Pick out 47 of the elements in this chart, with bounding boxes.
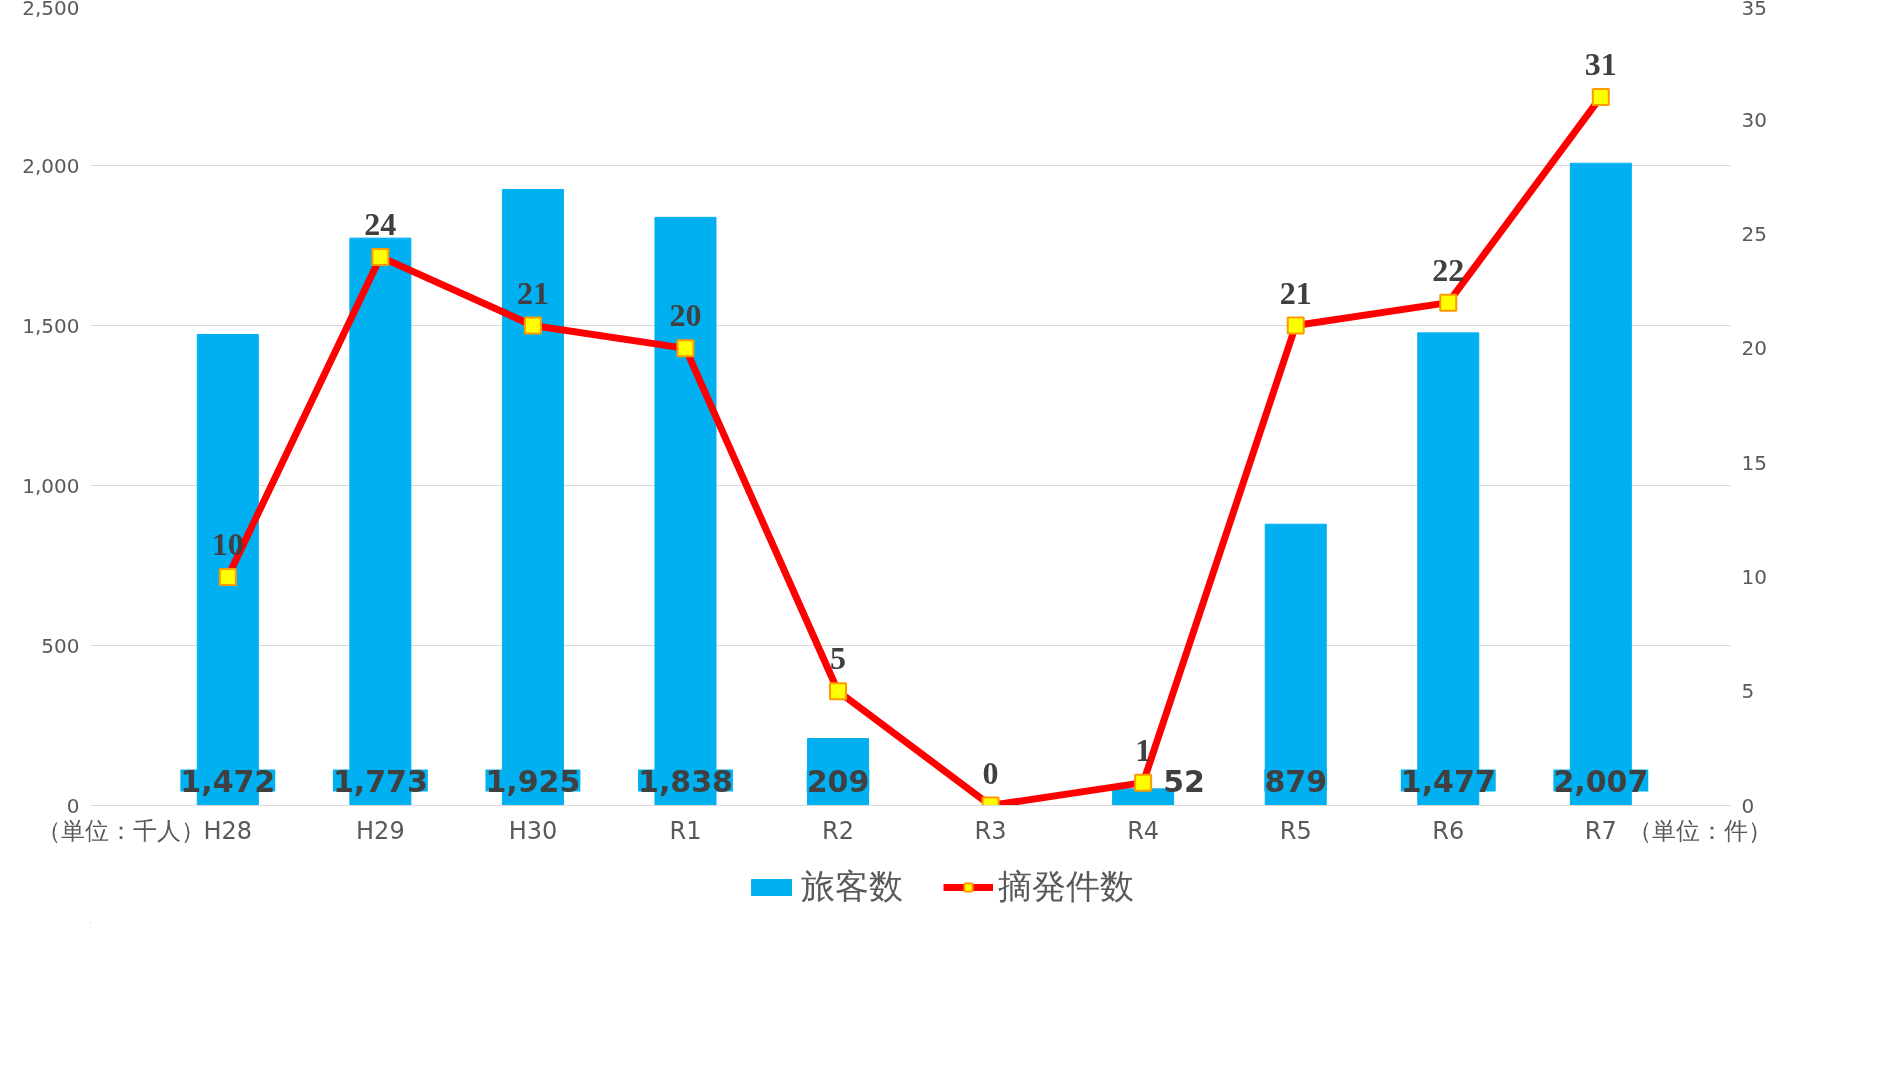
- x-tick-label: R7: [1584, 816, 1617, 845]
- x-tick-label: H29: [356, 816, 405, 845]
- x-tick-label: H28: [203, 816, 253, 845]
- legend-label: 旅客数: [801, 865, 903, 908]
- y2-tick-label: 5: [1741, 679, 1755, 704]
- y-tick-label: 1,000: [22, 473, 80, 498]
- bar: [1264, 523, 1327, 806]
- y-tick-label: 0: [66, 793, 80, 818]
- y2-tick-label: 25: [1741, 222, 1767, 247]
- data-label: 21: [1279, 274, 1312, 311]
- y2-tick-label: 20: [1741, 336, 1767, 361]
- data-label: 24: [364, 205, 397, 242]
- x-tick-label: R5: [1279, 816, 1312, 845]
- legend-label: 摘発件数: [998, 865, 1134, 908]
- y-tick-label: 2,000: [22, 153, 80, 178]
- x-tick-label: R4: [1127, 816, 1160, 845]
- data-label: 1,925: [485, 763, 581, 799]
- data-label: 1,773: [332, 763, 428, 799]
- y2-tick-label: 35: [1741, 0, 1767, 20]
- x-tick-label: R1: [669, 816, 702, 845]
- data-label: 1,477: [1400, 763, 1496, 799]
- y-tick-label: 2,500: [22, 0, 80, 20]
- x-tick-label: R2: [822, 816, 855, 845]
- y2-tick-label: 0: [1741, 793, 1755, 818]
- text: （単位：千人）: [37, 816, 206, 845]
- data-label: 1,838: [638, 763, 733, 799]
- data-label: 21: [516, 274, 549, 311]
- y2-tick-label: 10: [1741, 564, 1767, 589]
- data-label: 209: [806, 763, 870, 799]
- data-label: 5: [830, 640, 847, 677]
- data-label: 52: [1163, 763, 1205, 799]
- text: （単位：件）: [1627, 816, 1772, 845]
- data-label: 1: [1135, 731, 1152, 768]
- y2-tick-label: 30: [1741, 107, 1767, 132]
- y-tick-label: 500: [41, 633, 80, 658]
- data-label: 2,007: [1553, 763, 1649, 799]
- data-label: 1,472: [180, 763, 276, 799]
- x-tick-label: R6: [1432, 816, 1465, 845]
- data-label: 879: [1264, 763, 1328, 799]
- data-label: 31: [1584, 45, 1617, 82]
- x-tick-label: R3: [974, 816, 1007, 845]
- y2-tick-label: 15: [1741, 450, 1767, 475]
- y-tick-label: 1,500: [22, 313, 80, 338]
- data-label: 20: [669, 297, 702, 334]
- x-tick-label: H30: [508, 816, 558, 845]
- data-label: 22: [1432, 251, 1465, 288]
- data-label: 0: [982, 754, 999, 791]
